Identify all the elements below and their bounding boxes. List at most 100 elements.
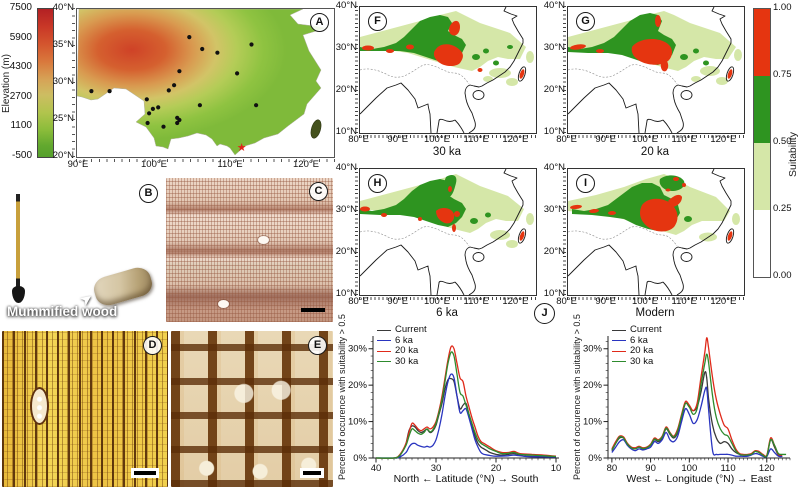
tick-label: 90°E [387,134,409,145]
panelF-lat-ticks: 40°N 30°N 20°N 10°N [332,1,357,137]
legend-line [377,361,391,363]
tick-label: 20°N [335,246,357,257]
tick-label: 30°N [52,76,74,87]
panelA-lat-ticks: 40°N 35°N 30°N 25°N 20°N [52,3,74,161]
legend-item: Current [612,324,662,336]
tick-label: 1.00 [773,2,792,13]
legend-item: 30 ka [612,356,662,368]
tick-label: 4300 [9,61,32,73]
x-tick-label: 10 [551,463,562,474]
panelG-caption: 20 ka [640,146,670,158]
occurrence-dot [172,83,177,88]
legend-item: Current [377,324,427,336]
panel-letter-D: D [143,336,162,355]
legend-line [612,329,626,331]
tick-label: 1100 [10,120,32,132]
legend-line [612,361,626,363]
legend-line [377,329,391,331]
type-locality-star: ★ [237,142,247,154]
occurrence-dots [89,35,259,129]
panel-letter-F: F [368,12,387,31]
tick-label: 110°E [671,134,697,145]
suitability-map-6ka [359,168,534,296]
series-20-ka [375,345,557,459]
suitability-map-modern [567,168,740,296]
tick-label: 10°N [335,126,357,137]
panelC-micrograph-transverse: C [166,178,333,322]
panel-letter-B: B [139,184,158,203]
panelE-micrograph-pits: E [171,331,333,487]
tick-label: -500 [11,149,32,161]
legend-item: 6 ka [377,335,427,347]
suitability-map-30ka [359,6,534,134]
tick-label: 100°E [423,296,450,307]
occurrence-dot [107,89,112,94]
tick-label: 10°N [543,126,565,137]
legend-line [377,350,391,352]
occurrence-dot [145,120,150,126]
legend-label: Current [630,324,662,335]
suitability-colorbar [753,8,771,278]
panelG-map: G [563,6,745,138]
tick-label: 25°N [52,113,74,124]
tick-label: 5900 [9,31,32,43]
legend-line [377,340,391,342]
tick-label: 120°E [293,159,319,170]
panel-letter-E: E [308,336,327,355]
panelF-lon-ticks: 80°E 90°E 100°E 110°E 120°E [339,135,535,145]
occurrence-dot [254,103,259,108]
colorbar-segment [754,210,770,277]
y-tick-label: 30% [583,344,603,355]
tick-label: 30°N [335,204,357,215]
tick-label: 120°E [502,296,529,307]
tick-label: 80°E [348,296,369,307]
occurrence-dot [197,103,202,108]
occurrence-dot [235,71,240,76]
tick-label: 7500 [9,2,32,13]
legend-label: Current [395,324,427,335]
tick-label: 100°E [423,134,450,145]
tick-label: 80°E [556,296,577,307]
occurrence-dot [187,35,192,40]
occurrence-dot [177,117,182,123]
panelI-caption: Modern [635,307,675,319]
legend-item: 6 ka [612,334,662,347]
longitude-chart: 80 90 100 110 120 0% 10% 20% 30% [583,336,791,474]
mummified-wood-log [91,264,155,309]
panel-letter-C: C [309,182,328,201]
tick-label: 10°N [335,288,357,299]
occurrence-dot [89,89,94,94]
occurrence-dot [156,105,161,110]
tick-label: 90°E [67,159,89,170]
panelI-lon-ticks: 80°E 90°E 100°E 110°E 120°E [547,297,743,307]
tick-label: 110°E [217,159,243,170]
panel-letter-A: A [310,13,329,32]
x-tick-label: 20 [491,463,502,474]
tick-label: 40°N [52,2,74,13]
tick-label: 10°N [543,288,565,299]
legend-item: 30 ka [377,355,427,368]
suitability-axis-label: Suitability [787,132,799,178]
panelF-map: F [355,6,537,138]
tick-label: 0.25 [773,203,792,214]
scale-bar [301,308,325,312]
tick-label: 110°E [671,296,697,307]
scale-bar [303,471,321,475]
occurrence-dot [166,88,171,93]
legend-label: 6 ka [630,334,648,346]
chart-canvas: 80 90 100 110 120 0% 10% 20% 30% [583,336,791,474]
occurrence-dot [175,120,180,126]
x-tick-label: 100 [681,463,697,474]
longitude-chart-legend: Current 6 ka 20 ka 30 ka [612,324,662,368]
tick-label: 120°E [502,134,529,145]
tick-label: 0.75 [773,69,792,80]
latitude-chart-legend: Current 6 ka 20 ka 30 ka [377,324,427,368]
latitude-chart-ylabel: Percent of occurence with suitability > … [337,314,347,480]
legend-label: 30 ka [395,355,419,367]
tick-label: 90°E [595,134,617,145]
panelI-lat-ticks: 40°N 30°N 20°N 10°N [540,163,565,299]
tick-label: 35°N [52,39,74,50]
shovel-handle [16,194,20,290]
longitude-chart-xlabel: West ← Longitude (°N) → East [626,473,772,485]
